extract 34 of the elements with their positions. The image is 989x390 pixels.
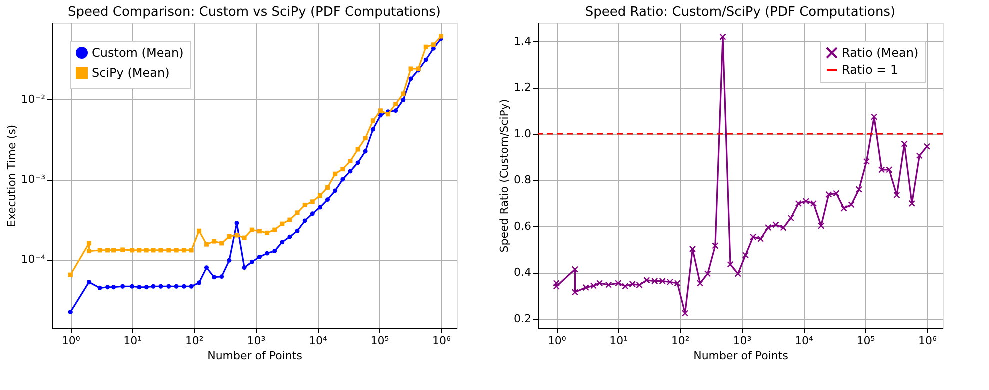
x-tick-label: 10⁵ (856, 334, 876, 348)
x-tick-label: 10⁶ (918, 334, 938, 348)
y-tick-label: 10⁻³ (21, 173, 46, 186)
y-tick-label: 0.6 (514, 220, 532, 233)
x-tick-label: 10⁶ (432, 334, 452, 348)
legend-label: Ratio = 1 (842, 63, 898, 77)
y-tick-label: 1.0 (514, 127, 532, 140)
x-tick-label: 10⁰ (548, 334, 567, 348)
y-tick-label: 0.8 (514, 174, 532, 187)
x-tick-label: 10⁴ (308, 334, 328, 348)
x-tick-label: 10³ (733, 334, 752, 348)
y-axis-title: Speed Ratio (Custom/SciPy) (498, 99, 512, 253)
x-tick-label: 10² (671, 334, 690, 348)
x-tick-label: 10⁵ (370, 334, 390, 348)
x-tick-label: 10¹ (610, 334, 628, 348)
chart-title: Speed Comparison: Custom vs SciPy (PDF Computations) (68, 5, 441, 20)
x-tick-label: 10³ (247, 334, 266, 348)
y-tick-label: 10⁻² (21, 92, 46, 106)
y-tick-label: 0.2 (514, 312, 532, 326)
legend-label: Ratio (Mean) (842, 46, 919, 60)
y-tick-label: 10⁻⁴ (21, 253, 46, 266)
y-axis-title: Execution Time (s) (5, 124, 18, 228)
y-tick-label: 1.2 (514, 81, 532, 94)
x-tick-label: 10¹ (124, 334, 142, 348)
x-tick-label: 10⁴ (794, 334, 814, 348)
x-axis-title: Number of Points (694, 350, 789, 362)
x-tick-label: 10⁰ (62, 334, 81, 348)
y-tick-label: 0.4 (514, 266, 532, 280)
x-axis-title: Number of Points (208, 350, 303, 362)
y-tick-label: 1.4 (514, 34, 532, 48)
legend-label: SciPy (Mean) (92, 66, 170, 80)
x-tick-label: 10² (185, 334, 204, 348)
legend-label: Custom (Mean) (92, 46, 184, 60)
chart-title: Speed Ratio: Custom/SciPy (PDF Computations) (585, 5, 896, 20)
